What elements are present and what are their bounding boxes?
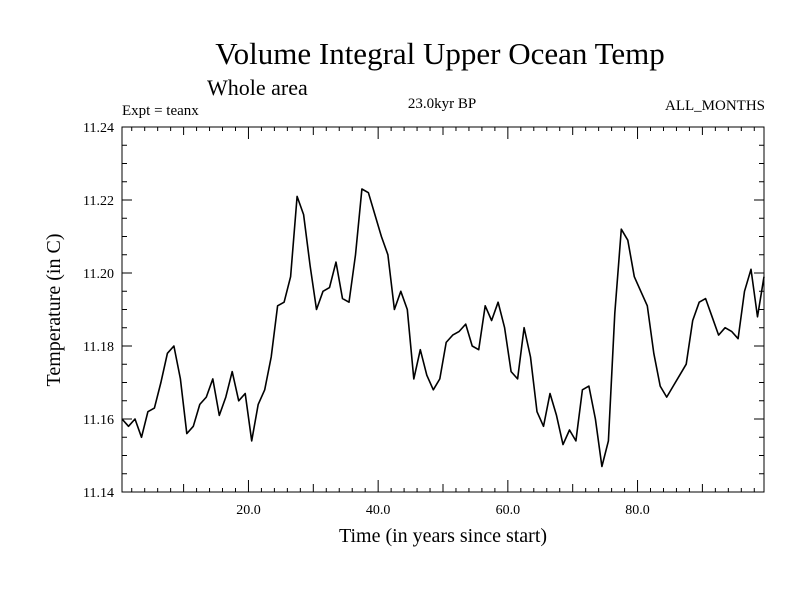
period-label: 23.0kyr BP bbox=[408, 96, 476, 112]
axis-ticks bbox=[122, 127, 764, 492]
y-tick-label: 11.16 bbox=[83, 413, 114, 428]
months-label: ALL_MONTHS bbox=[665, 98, 765, 114]
y-tick-label: 11.20 bbox=[83, 267, 114, 282]
x-tick-label: 20.0 bbox=[236, 503, 261, 518]
y-tick-labels: 11.14 11.16 11.18 11.20 11.22 11.24 bbox=[83, 121, 114, 501]
x-axis-label: Time (in years since start) bbox=[339, 525, 547, 547]
x-tick-label: 80.0 bbox=[625, 503, 650, 518]
series-line-temperature bbox=[121, 188, 765, 468]
y-axis-label: Temperature (in C) bbox=[43, 234, 65, 387]
chart-title: Volume Integral Upper Ocean Temp bbox=[215, 36, 665, 71]
x-tick-label: 40.0 bbox=[366, 503, 391, 518]
chart-subtitle: Whole area bbox=[207, 75, 308, 100]
y-tick-label: 11.18 bbox=[83, 340, 114, 355]
experiment-label: Expt = teanx bbox=[122, 103, 199, 119]
x-tick-label: 60.0 bbox=[496, 503, 521, 518]
x-tick-labels: 20.0 40.0 60.0 80.0 bbox=[236, 503, 650, 518]
y-tick-label: 11.22 bbox=[83, 194, 114, 209]
y-tick-label: 11.24 bbox=[83, 121, 114, 136]
plot-frame bbox=[121, 126, 765, 493]
y-tick-label: 11.14 bbox=[83, 486, 114, 501]
